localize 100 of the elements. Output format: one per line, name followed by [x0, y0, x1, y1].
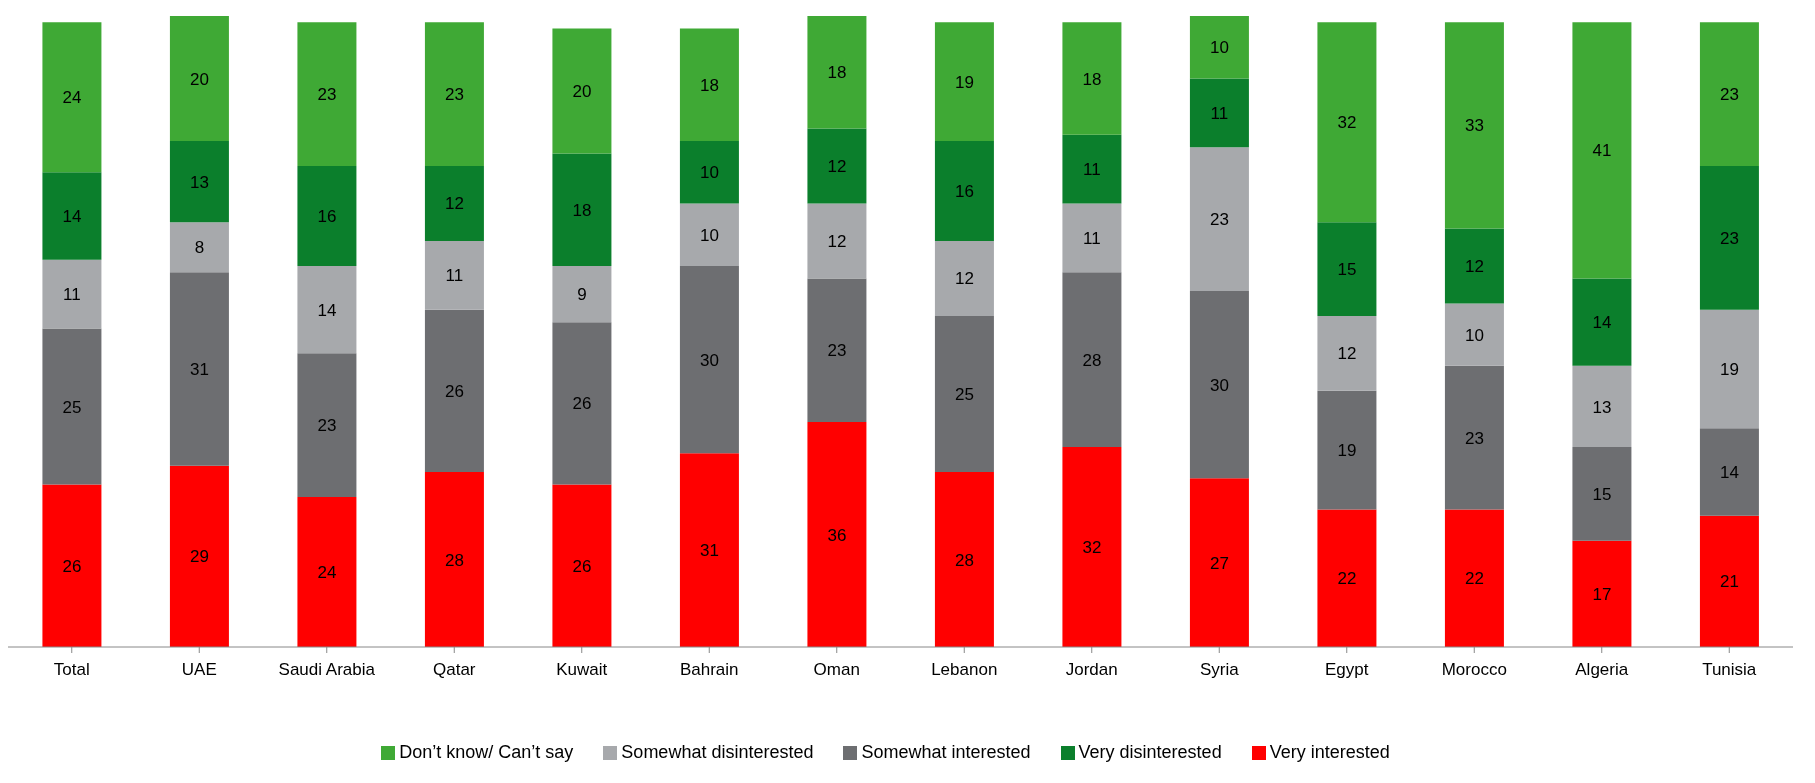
- bar: [42, 259, 102, 329]
- bar: [169, 222, 229, 273]
- bar: [1572, 22, 1632, 279]
- data-label: 12: [444, 194, 464, 214]
- data-label: 19: [954, 72, 974, 92]
- x-tick-label: Saudi Arabia: [278, 660, 376, 680]
- data-label: 18: [1082, 69, 1102, 89]
- data-label: 32: [1082, 538, 1102, 558]
- x-tick-label: Kuwait: [556, 660, 608, 680]
- bar: [807, 16, 867, 129]
- x-tick-label: Qatar: [432, 660, 476, 680]
- bar: [169, 465, 229, 647]
- data-label: 27: [1209, 553, 1229, 573]
- bar: [1189, 147, 1249, 291]
- bar: [1317, 390, 1377, 510]
- data-label: 16: [317, 206, 337, 226]
- data-label: 12: [827, 156, 847, 176]
- data-label: 16: [954, 181, 974, 201]
- bar: [1189, 290, 1249, 479]
- bar: [807, 203, 867, 279]
- legend-label: Somewhat interested: [861, 742, 1031, 762]
- data-label: 26: [572, 556, 592, 576]
- x-tick-label: Algeria: [1575, 660, 1629, 680]
- data-label: 36: [827, 525, 847, 545]
- x-tick-label: Jordan: [1065, 660, 1118, 680]
- data-label: 18: [699, 75, 719, 95]
- x-tick-label: Morocco: [1441, 660, 1507, 680]
- data-label: 11: [63, 285, 81, 305]
- bar: [297, 353, 357, 498]
- bar: [1317, 22, 1377, 223]
- bar: [1444, 22, 1504, 229]
- data-label: 23: [317, 416, 337, 436]
- bar: [552, 322, 612, 485]
- bar: [1189, 78, 1249, 148]
- data-label: 26: [444, 381, 464, 401]
- bar: [297, 165, 357, 266]
- data-label: 33: [1464, 116, 1484, 136]
- bar: [1572, 365, 1632, 448]
- data-label: 23: [1719, 228, 1739, 248]
- bar: [1444, 509, 1504, 647]
- bar: [169, 272, 229, 466]
- bar: [424, 472, 484, 647]
- data-label: 19: [1719, 360, 1739, 380]
- data-label: 15: [1592, 484, 1612, 504]
- data-label: 26: [62, 556, 82, 576]
- bar: [1444, 365, 1504, 510]
- bar: [1062, 22, 1122, 135]
- data-label: 14: [317, 300, 337, 320]
- data-label: 9: [577, 285, 587, 305]
- data-label: 13: [1592, 397, 1612, 417]
- bar: [679, 265, 739, 454]
- data-label: 14: [62, 206, 82, 226]
- bar: [934, 240, 994, 316]
- x-tick-label: Tunisia: [1702, 660, 1757, 680]
- bar: [552, 265, 612, 323]
- legend-label: Very disinterested: [1078, 742, 1222, 762]
- data-label: 15: [1337, 260, 1357, 280]
- bar: [42, 22, 102, 173]
- bar: [42, 328, 102, 485]
- bar: [934, 472, 994, 647]
- data-label: 11: [1083, 228, 1101, 248]
- data-label: 11: [445, 266, 464, 286]
- data-label: 30: [1209, 375, 1229, 395]
- bar: [934, 140, 994, 241]
- bar: [1444, 303, 1504, 366]
- bar: [1699, 515, 1759, 647]
- bar: [1189, 16, 1249, 79]
- data-label: 23: [1464, 428, 1484, 448]
- data-label: 18: [827, 63, 847, 83]
- data-label: 14: [1719, 463, 1739, 483]
- data-label: 12: [1337, 344, 1357, 364]
- data-label: 24: [62, 88, 82, 108]
- bar: [552, 28, 612, 154]
- bar: [679, 203, 739, 266]
- bar: [297, 265, 357, 354]
- bar: [1572, 447, 1632, 541]
- bar: [424, 240, 484, 310]
- bar: [1699, 428, 1759, 516]
- bar: [1317, 222, 1377, 316]
- bar: [1699, 309, 1759, 429]
- x-tick-label: UAE: [181, 660, 217, 680]
- bar: [1699, 165, 1759, 310]
- data-label: 10: [1464, 325, 1484, 345]
- bar: [1062, 272, 1122, 448]
- x-tick-label: Egypt: [1325, 660, 1369, 680]
- bar: [424, 165, 484, 241]
- data-label: 19: [1337, 441, 1357, 461]
- x-tick-label: Syria: [1199, 660, 1240, 680]
- legend-label: Somewhat disinterested: [621, 742, 814, 762]
- bar: [1444, 228, 1504, 304]
- x-tick-label: Lebanon: [931, 660, 998, 680]
- bar: [169, 16, 229, 141]
- data-label: 28: [954, 550, 974, 570]
- data-label: 11: [1083, 160, 1101, 180]
- bar: [1062, 203, 1122, 273]
- bar: [552, 153, 612, 266]
- bar: [679, 28, 739, 141]
- bar: [1317, 509, 1377, 647]
- data-label: 10: [699, 225, 719, 245]
- data-label: 23: [827, 341, 847, 361]
